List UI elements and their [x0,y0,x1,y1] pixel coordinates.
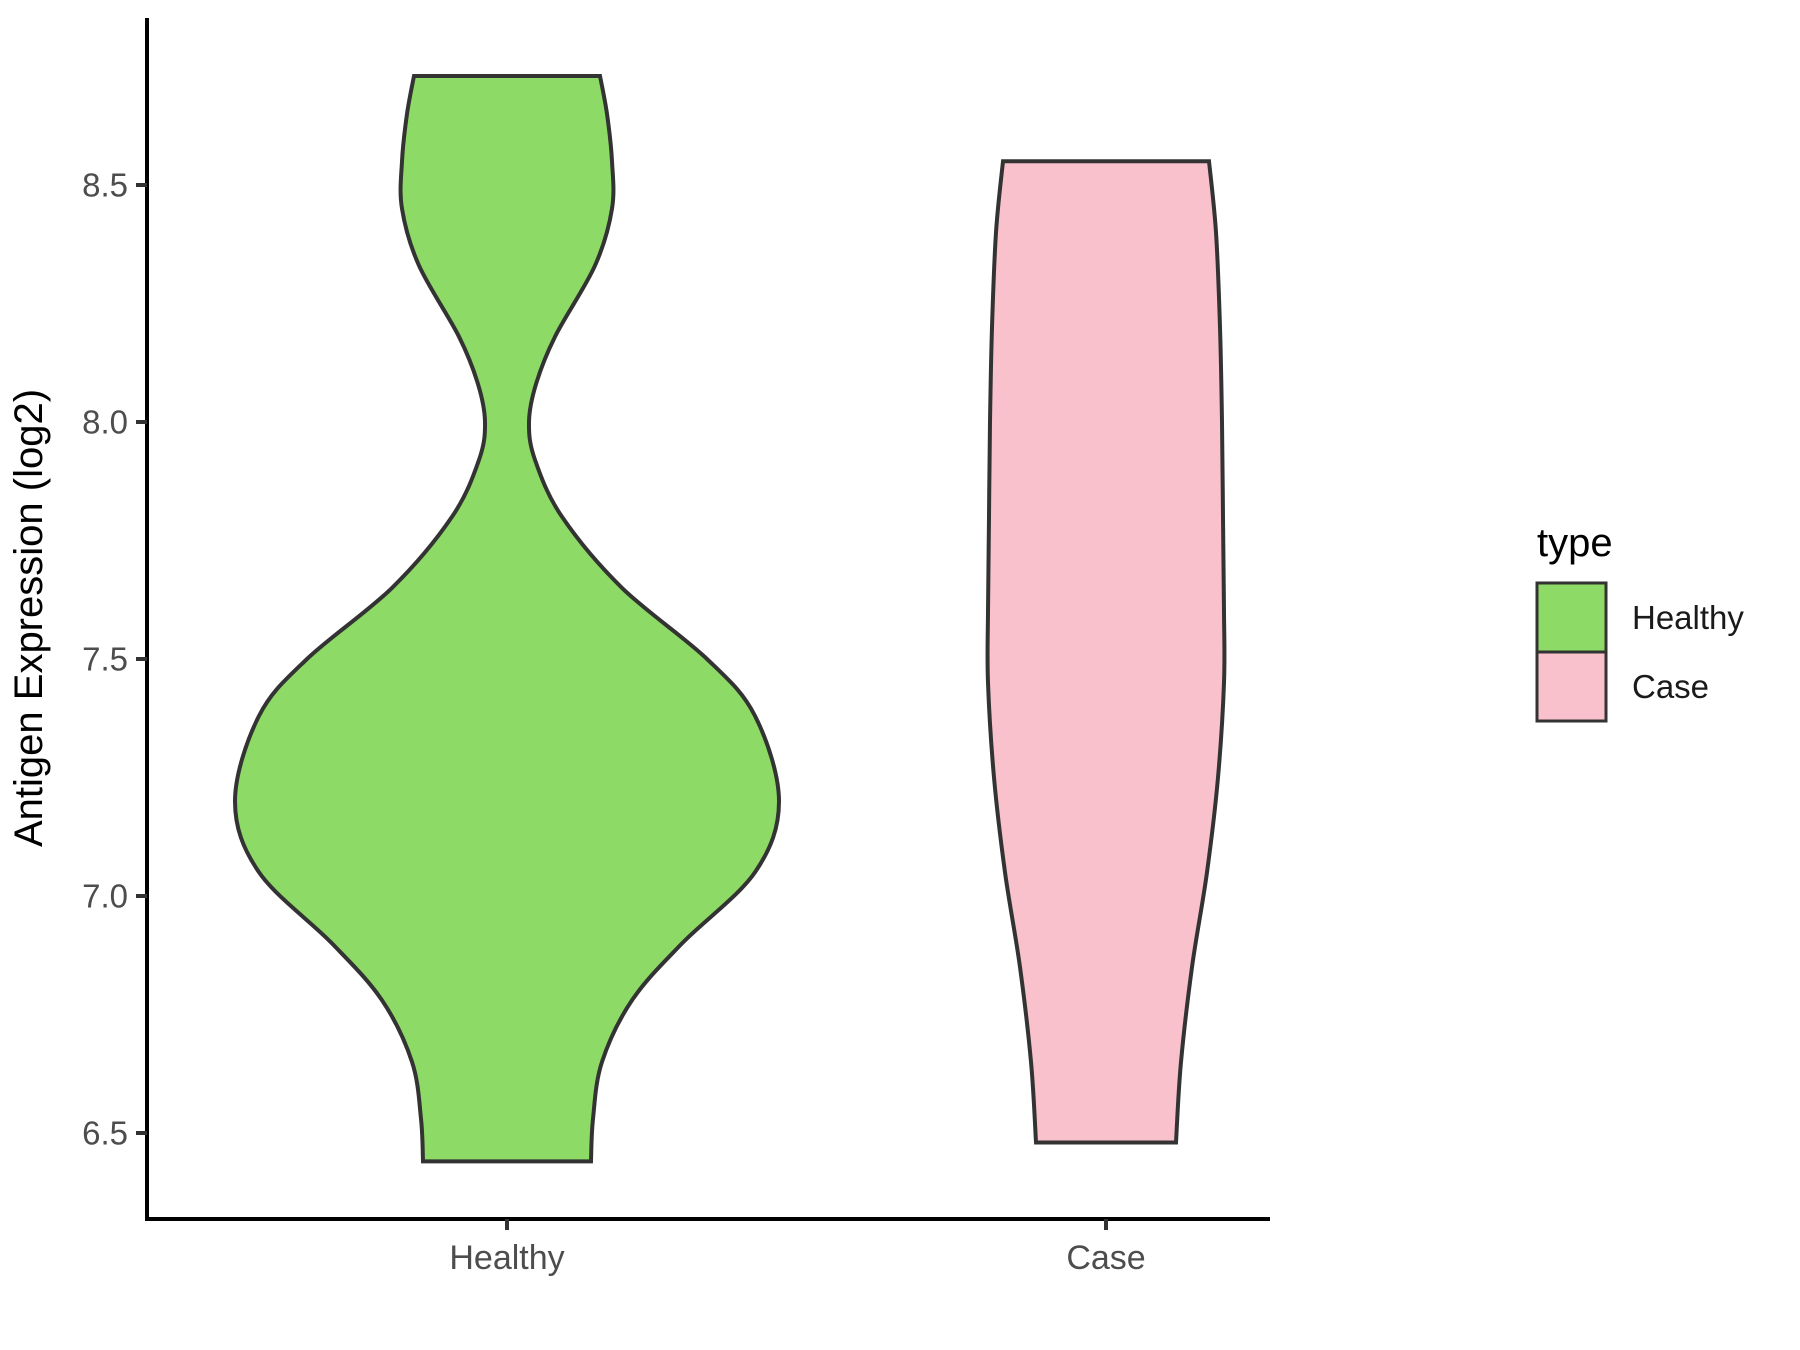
legend-key-case [1535,650,1608,723]
y-axis-title: Antigen Expression (log2) [7,389,51,847]
violins [232,74,1227,1164]
y-tick-label: 8.5 [82,167,128,204]
violin-case [985,159,1227,1145]
legend [1535,581,1608,723]
y-tick-label: 7.0 [82,878,128,915]
legend-title: type [1537,521,1613,565]
y-tick-label: 7.5 [82,641,128,678]
x-tick-label-case: Case [1066,1239,1145,1277]
legend-label-case: Case [1632,668,1709,705]
violin-healthy [232,74,782,1164]
x-tick-label-healthy: Healthy [449,1239,564,1277]
axes: 8.5 8.0 7.5 7.0 6.5 [82,18,1270,1230]
legend-label-healthy: Healthy [1632,599,1744,636]
legend-key-healthy [1535,581,1608,654]
y-tick-label: 6.5 [82,1115,128,1152]
y-tick-label: 8.0 [82,404,128,441]
